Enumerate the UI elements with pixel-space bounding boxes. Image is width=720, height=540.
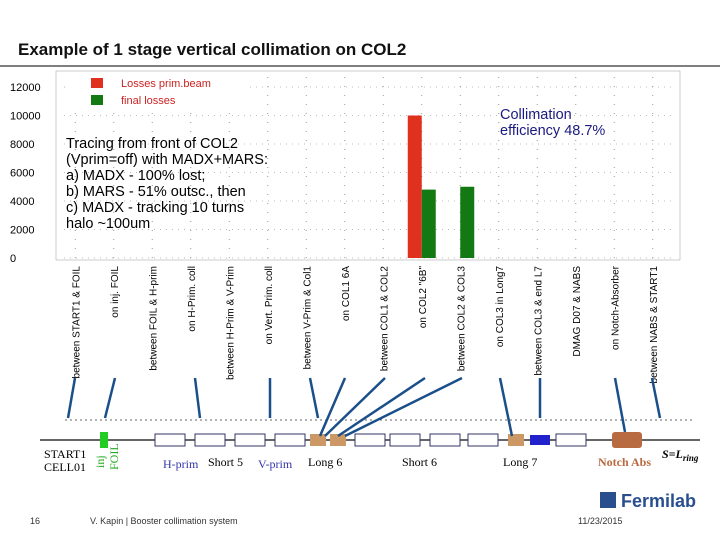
lattice-label: Notch Abs — [598, 455, 651, 469]
y-tick-label: 10000 — [10, 111, 41, 123]
y-tick-label: 4000 — [10, 196, 34, 208]
bar — [421, 189, 436, 258]
x-tick-label: between COL2 & COL3 — [456, 266, 467, 371]
efficiency-line: Collimation — [500, 107, 572, 123]
lattice-label: H-prim — [163, 457, 199, 471]
chart: 0 2000 4000 6000 8000 10000 12000 between START… — [10, 70, 681, 384]
bar — [407, 115, 422, 258]
footer-date: 11/23/2015 — [578, 516, 622, 526]
x-tick-label: between COL1 & COL2 — [379, 266, 390, 371]
x-tick-label: on Vert. Prim. coll — [264, 266, 275, 344]
legend-label: final losses — [121, 95, 176, 107]
x-tick-label: between START1 & FOIL — [71, 266, 82, 379]
logo: Fermilab — [600, 491, 696, 511]
lattice-label: V-prim — [258, 457, 293, 471]
lattice-label: START1 — [44, 447, 86, 461]
x-tick-label: between V-Prim & Col1 — [302, 266, 313, 370]
y-tick-label: 6000 — [10, 168, 34, 180]
lattice: START1 CELL01 inj FOIL H-prim Short 5 V-… — [40, 376, 700, 474]
x-tick-label: on inj. FOIL — [110, 266, 121, 318]
bar — [460, 186, 475, 258]
efficiency-note: Collimation efficiency 48.7% — [500, 107, 605, 139]
annotation-line: c) MADX - tracking 10 turns — [66, 200, 244, 216]
lattice-label: Short 6 — [402, 455, 437, 469]
footer-author: V. Kapin | Booster collimation system — [90, 516, 238, 526]
lattice-label: FOIL — [107, 443, 121, 470]
x-tick-label: on Notch-Absorber — [610, 265, 621, 350]
annotation-line: a) MADX - 100% lost; — [66, 168, 205, 184]
x-tick-label: on COL2 "6B" — [418, 266, 429, 329]
legend-swatch — [91, 78, 103, 88]
legend-swatch — [91, 95, 103, 105]
y-tick-label: 0 — [10, 253, 16, 265]
efficiency-line: efficiency 48.7% — [500, 123, 605, 139]
x-tick-label: on H-Prim. coll — [187, 266, 198, 332]
lattice-label: Long 7 — [503, 455, 537, 469]
x-tick-label: on COL3 in Long7 — [495, 266, 506, 348]
annotation-line: (Vprim=off) with MADX+MARS: — [66, 152, 268, 168]
y-tick-label: 8000 — [10, 139, 34, 151]
annotation: Tracing from front of COL2 (Vprim=off) wi… — [66, 136, 268, 232]
x-tick-label: between COL3 & end L7 — [533, 266, 544, 376]
lattice-label: CELL01 — [44, 460, 86, 474]
lattice-label: Long 6 — [308, 455, 342, 469]
lattice-label: S=Lring — [662, 447, 699, 463]
page-number: 16 — [30, 516, 40, 526]
x-tick-label: DMAG D07 & NABS — [572, 266, 583, 357]
y-tick-label: 2000 — [10, 225, 34, 237]
legend-label: Losses prim.beam — [121, 78, 211, 90]
lattice-label: inj — [93, 455, 107, 468]
x-tick-label: between H-Prim & V-Prim — [225, 266, 236, 380]
slide-title: Example of 1 stage vertical collimation … — [18, 40, 406, 59]
x-tick-label: on COL1 6A — [341, 266, 352, 321]
x-tick-label: between FOIL & H-prim — [148, 266, 159, 371]
y-tick-label: 12000 — [10, 82, 41, 94]
x-tick-label: between NABS & START1 — [649, 266, 660, 384]
annotation-line: halo ~100um — [66, 216, 150, 232]
logo-text: Fermilab — [621, 491, 696, 511]
annotation-line: b) MARS - 51% outsc., then — [66, 184, 246, 200]
lattice-label: Short 5 — [208, 455, 243, 469]
annotation-line: Tracing from front of COL2 — [66, 136, 238, 152]
